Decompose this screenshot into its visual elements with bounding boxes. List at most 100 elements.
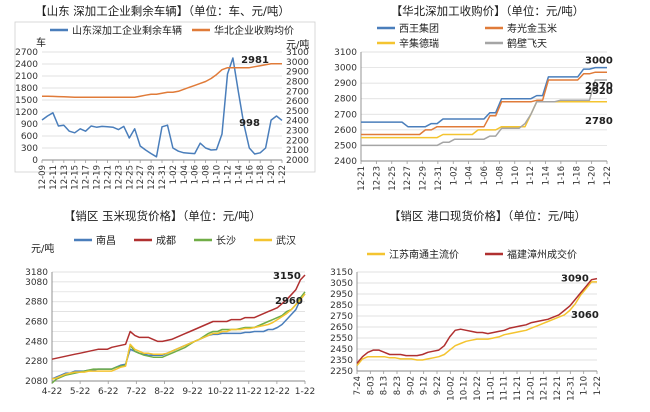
- x-tick-label: 9-22: [182, 387, 202, 397]
- chart-plot-shandong: 0300600900120015001800210024002700200021…: [14, 21, 316, 190]
- y-tick-label: 2900: [334, 79, 357, 89]
- x-tick-label: 1-22: [593, 376, 603, 395]
- y-tick-label: 300: [21, 144, 38, 154]
- y-tick-label: 2300: [286, 127, 309, 137]
- chart-plot-north-china: 2400 2500 2600 2700 2800 2900 3000 3100 12-21 12-…: [334, 22, 613, 191]
- y-tick-label: 2500: [286, 107, 309, 117]
- x-tick-label: 1-06: [480, 166, 490, 185]
- y-tick-label: 3100: [286, 48, 309, 58]
- y-tick-label: 3000: [334, 64, 357, 74]
- x-tick-label: 12-31: [158, 165, 168, 190]
- legend-label: 江苏南通主流价: [389, 248, 459, 261]
- x-tick-label: 1-06: [191, 165, 201, 184]
- x-tick-label: 12-25: [388, 166, 398, 191]
- series-line: [42, 62, 282, 98]
- y-tick-label: 2400: [334, 157, 357, 167]
- x-tick-label: 7-24: [353, 376, 363, 395]
- data-label: 2780: [585, 116, 613, 127]
- y-tick-label: 2250: [330, 367, 353, 377]
- x-tick-label: 1-12: [526, 166, 536, 185]
- x-tick-label: 9-02: [406, 376, 416, 395]
- x-tick-label: 12-23: [372, 166, 382, 191]
- data-label: 3090: [561, 274, 589, 285]
- x-tick-label: 1-16: [245, 165, 255, 184]
- series-line: [51, 293, 306, 380]
- x-tick-label: 8-22: [154, 387, 174, 397]
- x-tick-label: 12-11: [49, 165, 59, 190]
- chart-title: 【华北深加工收购价】（单位：元/吨）: [390, 4, 585, 18]
- data-label: 2920: [585, 86, 613, 97]
- y-tick-label: 2650: [330, 323, 353, 333]
- y-unit: 元/吨: [31, 242, 54, 255]
- x-tick-label: 11-11: [500, 376, 510, 401]
- data-label: 3060: [571, 310, 599, 321]
- x-tick-label: 12-01: [526, 376, 536, 401]
- y-tick-label: 2400: [286, 117, 309, 127]
- y-unit-left: 车: [36, 36, 46, 49]
- y-tick-label: 2480: [25, 337, 48, 347]
- x-tick-label: 12-22: [264, 387, 290, 397]
- series-line: [356, 281, 597, 366]
- x-tick-label: 1-04: [180, 165, 190, 184]
- y-tick-label: 2350: [330, 356, 353, 366]
- series-line: [41, 57, 283, 158]
- x-tick-label: 8-03: [366, 376, 376, 395]
- x-tick-label: 6-22: [98, 387, 118, 397]
- x-tick-label: 12-13: [60, 165, 70, 190]
- chart-title: 【销区 玉米现货价格】（单位：元/吨）: [63, 209, 262, 223]
- x-tick-label: 8-23: [393, 376, 403, 395]
- series-line: [51, 291, 306, 384]
- x-tick-label: 12-21: [553, 376, 563, 401]
- x-tick-label: 10-02: [446, 376, 456, 401]
- x-tick-label: 10-22: [473, 376, 483, 401]
- y-tick-label: 2100: [15, 72, 38, 82]
- y-tick-label: 2600: [286, 97, 309, 107]
- y-tick-label: 2900: [286, 68, 309, 78]
- data-label: 2960: [275, 296, 303, 307]
- x-tick-label: 12-11: [540, 376, 550, 401]
- y-tick-label: 600: [21, 132, 38, 142]
- data-label: 2970: [585, 81, 613, 92]
- x-tick-label: 1-20: [588, 166, 598, 185]
- x-tick-label: 12-29: [147, 165, 157, 190]
- y-tick-label: 2500: [334, 141, 357, 151]
- legend-label: 长沙: [216, 235, 236, 247]
- y-tick-label: 3080: [25, 278, 48, 288]
- legend-label: 华北企业收购均价: [214, 24, 294, 37]
- x-tick-label: 12-27: [136, 165, 146, 190]
- x-tick-label: 1-20: [267, 165, 277, 184]
- panel-shandong-vehicles: 【山东 深加工企业剩余车辆】（单位：车、元/吨） 0 300 600 900 1200 1…: [0, 0, 325, 206]
- panel-north-china-prices: 【华北深加工收购价】（单位：元/吨） 2400 2500 2600 2700 2800 2…: [325, 0, 650, 206]
- y-tick-label: 2080: [25, 377, 48, 387]
- chart-title: 【山东 深加工企业剩余车辆】（单位：车、元/吨）: [35, 4, 290, 18]
- y-tick-label: 2880: [25, 298, 48, 308]
- y-tick-label: 2000: [286, 156, 309, 166]
- x-tick-label: 1-02: [169, 165, 179, 184]
- x-tick-label: 1-18: [256, 165, 266, 184]
- x-tick-label: 1-14: [542, 166, 552, 185]
- y-tick-label: 2750: [330, 312, 353, 322]
- x-tick-label: 1-22: [278, 165, 288, 184]
- x-tick-label: 12-29: [419, 166, 429, 191]
- y-tick-label: 0: [32, 156, 38, 166]
- legend-label: 山东深加工企业剩余车辆: [72, 24, 182, 37]
- panel-port-prices: 【销区 港口现货价格】（单位：元/吨） 2250 2350 2450 2550 2650…: [325, 206, 650, 412]
- x-tick-label: 12-23: [114, 165, 124, 190]
- series-line: [361, 71, 607, 136]
- x-tick-label: 1-02: [449, 166, 459, 185]
- x-tick-label: 12-09: [38, 165, 48, 190]
- x-tick-label: 1-10: [511, 166, 521, 185]
- data-label: 3000: [585, 56, 613, 67]
- x-tick-label: 4-22: [42, 387, 62, 397]
- x-tick-label: 12-31: [434, 166, 444, 191]
- series-line: [361, 66, 607, 128]
- y-tick-label: 2800: [286, 77, 309, 87]
- x-tick-label: 5-22: [70, 387, 90, 397]
- legend-label: 寿光金玉米: [507, 22, 557, 35]
- x-tick-label: 12-21: [357, 166, 367, 191]
- y-tick-label: 3100: [334, 48, 357, 58]
- y-tick-label: 2450: [330, 345, 353, 355]
- series-line: [51, 274, 306, 360]
- x-tick-label: 1-12: [223, 165, 233, 184]
